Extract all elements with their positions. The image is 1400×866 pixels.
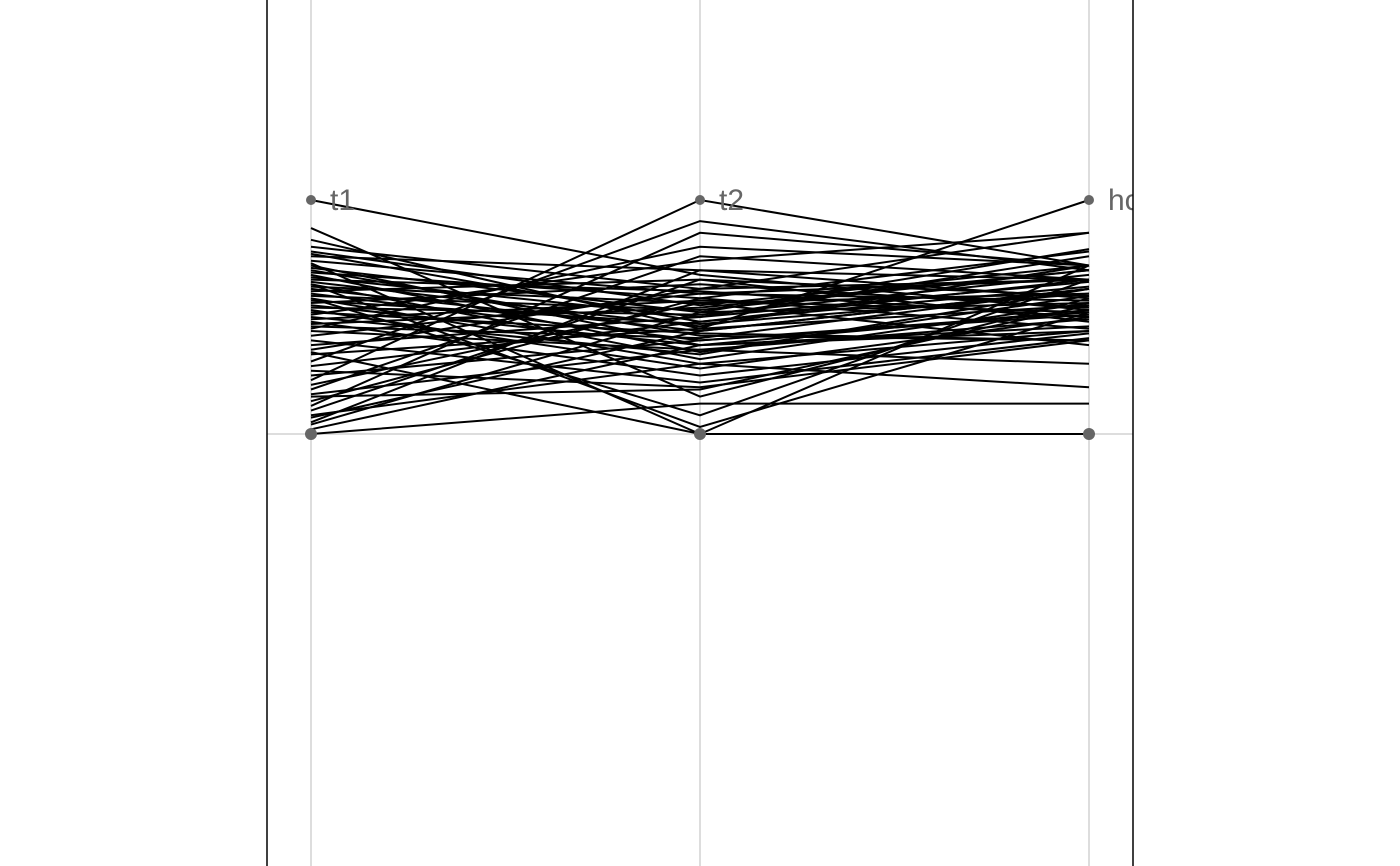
axis-min-dot-hc: [1083, 428, 1095, 440]
series-line-62: [310, 283, 1090, 429]
axis-max-dot-hc: [1084, 195, 1094, 205]
series-line-44: [310, 339, 1090, 389]
series-line-4: [310, 250, 1090, 307]
series-lines: [310, 198, 1090, 436]
axis-labels: t1 t2 hc: [330, 184, 1140, 217]
axis-label-t2: t2: [719, 184, 744, 217]
series-line-55: [310, 269, 1090, 424]
series-line-60: [310, 227, 1090, 398]
series-line-43: [310, 285, 1090, 368]
series-line-53: [310, 362, 1090, 417]
series-line-40: [310, 278, 1090, 351]
axis-max-dot-t1: [306, 195, 316, 205]
series-line-38: [310, 337, 1090, 384]
series-line-51: [310, 231, 1090, 407]
series-line-61: [310, 278, 1090, 417]
series-line-31: [310, 299, 1090, 321]
series-line-47: [310, 292, 1090, 386]
series-line-54: [310, 287, 1090, 419]
axis-min-dot-t2: [694, 428, 706, 440]
series-line-58: [310, 402, 1089, 435]
axis-anchors: [305, 195, 1095, 440]
series-line-56: [310, 302, 1090, 426]
series-line-57: [310, 330, 1090, 431]
axis-max-dot-t2: [695, 195, 705, 205]
series-line-45: [310, 313, 1090, 377]
series-line-32: [310, 320, 1090, 377]
axis-min-dot-t1: [305, 428, 317, 440]
series-line-48: [310, 255, 1090, 391]
series-line-64: [310, 304, 1090, 398]
series-line-26: [310, 273, 1090, 316]
axis-label-hc: hc: [1108, 184, 1140, 217]
series-line-52: [310, 278, 1090, 412]
series-line-35: [310, 245, 1090, 330]
axis-label-t1: t1: [330, 184, 355, 217]
series-line-29: [310, 231, 1090, 316]
